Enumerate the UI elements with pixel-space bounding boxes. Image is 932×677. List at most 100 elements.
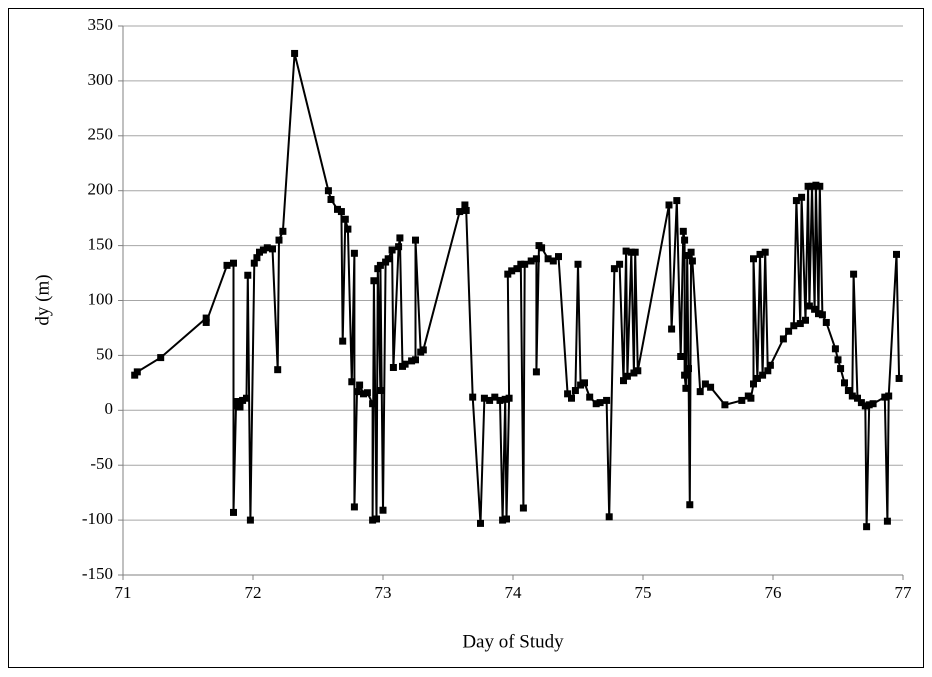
- data-marker: [811, 305, 819, 313]
- data-marker: [785, 327, 793, 335]
- data-marker: [622, 247, 630, 255]
- data-marker: [232, 398, 240, 406]
- data-marker: [388, 246, 396, 254]
- data-marker: [327, 195, 335, 203]
- data-marker: [486, 396, 494, 404]
- data-marker: [456, 208, 464, 216]
- data-marker: [419, 346, 427, 354]
- data-marker: [376, 387, 384, 395]
- data-marker: [256, 248, 263, 256]
- data-marker: [792, 197, 800, 205]
- data-marker: [202, 314, 210, 322]
- data-marker: [596, 399, 604, 407]
- data-marker: [881, 393, 889, 401]
- data-marker: [395, 243, 403, 251]
- data-marker: [766, 361, 774, 369]
- data-marker: [586, 393, 594, 401]
- data-marker: [805, 302, 813, 310]
- y-tick-label: 150: [88, 235, 114, 254]
- data-marker: [816, 182, 824, 190]
- data-marker: [538, 244, 546, 252]
- data-marker: [230, 259, 237, 267]
- data-marker: [356, 381, 364, 389]
- data-marker: [269, 245, 276, 253]
- data-marker: [508, 267, 516, 275]
- data-marker: [804, 182, 812, 190]
- data-marker: [818, 311, 826, 319]
- data-marker: [865, 401, 873, 409]
- data-marker: [574, 260, 582, 268]
- data-marker: [631, 248, 639, 256]
- data-marker: [893, 250, 900, 258]
- data-marker: [571, 387, 579, 395]
- data-marker: [527, 257, 535, 265]
- y-tick-label: -100: [82, 509, 113, 528]
- data-marker: [620, 377, 627, 385]
- data-marker: [353, 388, 361, 396]
- data-marker: [513, 265, 521, 273]
- data-marker: [895, 374, 903, 382]
- data-marker: [850, 270, 858, 278]
- data-marker: [555, 253, 562, 261]
- data-marker: [688, 257, 696, 265]
- data-marker: [854, 394, 861, 402]
- data-marker: [339, 337, 347, 345]
- data-marker: [496, 396, 504, 404]
- data-marker: [223, 261, 231, 269]
- data-marker: [779, 335, 787, 343]
- data-marker: [517, 260, 525, 268]
- data-marker: [802, 316, 809, 324]
- data-marker: [841, 379, 848, 387]
- data-marker: [379, 506, 387, 514]
- data-marker: [360, 390, 367, 398]
- data-marker: [369, 516, 377, 524]
- data-marker: [291, 49, 299, 57]
- data-marker: [501, 395, 509, 403]
- x-tick-label: 76: [765, 583, 782, 602]
- data-marker: [764, 367, 772, 375]
- data-marker: [750, 380, 757, 388]
- data-marker: [687, 248, 695, 256]
- data-marker: [682, 384, 690, 392]
- data-marker: [568, 394, 575, 402]
- data-marker: [239, 396, 247, 404]
- data-marker: [761, 248, 769, 256]
- data-marker: [701, 380, 709, 388]
- data-marker: [337, 208, 345, 216]
- data-marker: [592, 400, 600, 408]
- data-marker: [202, 318, 210, 326]
- data-marker: [753, 374, 761, 382]
- y-tick-label: 300: [88, 70, 114, 89]
- data-marker: [750, 255, 757, 263]
- data-marker: [808, 182, 816, 190]
- data-marker: [157, 354, 165, 362]
- data-marker: [616, 260, 624, 268]
- data-marker: [334, 205, 341, 213]
- x-tick-label: 71: [115, 583, 132, 602]
- data-marker: [848, 392, 856, 400]
- data-marker: [837, 365, 845, 373]
- data-marker: [396, 234, 404, 242]
- data-marker: [230, 508, 237, 516]
- data-marker: [798, 193, 806, 201]
- data-marker: [412, 236, 419, 244]
- data-marker: [469, 393, 477, 401]
- data-marker: [373, 515, 380, 523]
- data-marker: [279, 227, 287, 235]
- data-marker: [683, 251, 691, 259]
- data-marker: [369, 400, 377, 408]
- data-marker: [236, 403, 244, 411]
- data-marker: [869, 400, 877, 408]
- data-marker: [815, 310, 822, 318]
- data-marker: [883, 517, 891, 525]
- data-marker: [263, 244, 271, 252]
- data-marker: [790, 322, 798, 330]
- data-marker: [344, 225, 352, 233]
- data-marker: [389, 363, 397, 371]
- data-marker: [634, 367, 642, 375]
- data-marker: [499, 516, 507, 524]
- data-marker: [863, 523, 871, 531]
- data-marker: [581, 379, 588, 387]
- y-tick-label: 350: [88, 15, 114, 34]
